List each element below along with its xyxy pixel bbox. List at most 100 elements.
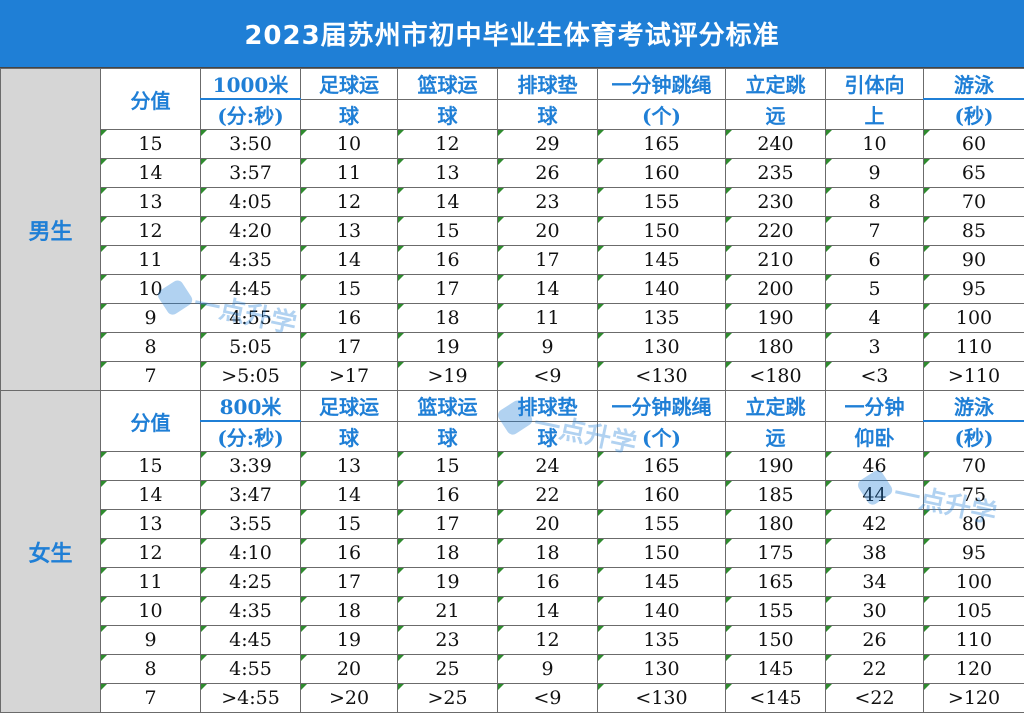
table-cell: 42 [825,509,924,539]
table-cell: 95 [923,538,1024,568]
table-cell: 175 [725,538,826,568]
table-cell: 155 [725,596,826,626]
male-header-cell: 足球运 [300,68,398,100]
table-row: 9 4:55 16 18 11 135 190 4 100 [1,303,1024,333]
male-header-cell: (秒) [923,98,1024,130]
table-cell: 26 [825,625,924,655]
table-cell: 12 [300,187,398,217]
table-row: 7 >4:55 >20 >25 <9 <130 <145 <22 >120 [1,683,1024,713]
table-cell: >19 [397,361,498,391]
table-cell: <130 [597,683,726,713]
male-header-cell: 球 [397,98,498,130]
table-cell: 220 [725,216,826,246]
table-cell: 14 [300,480,398,510]
female-header-cell: (秒) [923,420,1024,452]
table-cell: 10 [300,129,398,159]
table-cell: 145 [597,245,726,275]
table-cell: 155 [597,509,726,539]
table-cell: 150 [725,625,826,655]
male-header-cell: (个) [597,98,726,130]
table-cell: 6 [825,245,924,275]
table-cell: 75 [923,480,1024,510]
table-cell: 11 [497,303,598,333]
male-header-row: (分:秒) 球球球 (个) 远上 (秒) [1,98,1024,130]
table-cell: 100 [923,567,1024,597]
female-label: 女生 [0,390,101,713]
table-cell: 5 [825,274,924,304]
male-header-cell: (分:秒) [200,98,301,130]
table-cell: >5:05 [200,361,301,391]
table-row: 13 3:55 15 17 20 155 180 42 80 [1,509,1024,539]
table-cell: >110 [923,361,1024,391]
table-cell: 22 [497,480,598,510]
score-table: 男生 分值 1000米 足球运 篮球运 排球垫 一分钟跳绳 立定跳 引体向 游泳 (分:秒) 球球球(… [0,68,1024,713]
table-cell: 23 [497,187,598,217]
table-cell: 210 [725,245,826,275]
table-cell: 130 [597,654,726,684]
table-cell: 4:35 [200,245,301,275]
table-row: 12 4:20 13 15 20 150 220 7 85 [1,216,1024,246]
table-cell: 17 [397,509,498,539]
female-header-cell: 800米 [200,390,301,422]
table-cell: 20 [300,654,398,684]
table-row: 8 4:55 20 25 9 130 145 22 120 [1,654,1024,684]
table-cell: 7 [825,216,924,246]
table-cell: 160 [597,158,726,188]
table-cell: 18 [397,303,498,333]
table-cell: 150 [597,538,726,568]
male-header-cell: 球 [300,98,398,130]
table-cell: <145 [725,683,826,713]
table-cell: 13 [100,187,201,217]
table-cell: 22 [825,654,924,684]
table-cell: 3 [825,332,924,362]
table-cell: 180 [725,332,826,362]
table-cell: 200 [725,274,826,304]
table-cell: 23 [397,625,498,655]
table-cell: 12 [497,625,598,655]
table-cell: 7 [100,683,201,713]
female-header-cell: 足球运 [300,390,398,422]
table-cell: 185 [725,480,826,510]
table-cell: >120 [923,683,1024,713]
table-cell: 16 [397,245,498,275]
table-cell: 16 [300,538,398,568]
table-cell: 11 [100,245,201,275]
male-header-cell: 分值 [100,68,201,130]
table-cell: >4:55 [200,683,301,713]
table-cell: 80 [923,509,1024,539]
table-cell: 65 [923,158,1024,188]
table-cell: 4:55 [200,654,301,684]
table-cell: 10 [100,596,201,626]
table-cell: 110 [923,625,1024,655]
female-header-cell: 一分钟 [825,390,924,422]
table-cell: 13 [100,509,201,539]
table-cell: <180 [725,361,826,391]
male-label: 男生 [0,68,101,391]
table-cell: >25 [397,683,498,713]
table-cell: 3:50 [200,129,301,159]
table-cell: 44 [825,480,924,510]
table-cell: 16 [397,480,498,510]
table-cell: 18 [300,596,398,626]
table-cell: 9 [100,625,201,655]
female-header-cell: 游泳 [923,390,1024,422]
male-header-row: 男生 分值 1000米 足球运 篮球运 排球垫 一分钟跳绳 立定跳 引体向 游泳 [0,68,1024,391]
table-cell: 85 [923,216,1024,246]
table-cell: 4 [825,303,924,333]
table-cell: 10 [100,274,201,304]
table-cell: 190 [725,451,826,481]
table-cell: 4:35 [200,596,301,626]
male-header-cell: 1000米 [200,68,301,100]
table-cell: 12 [100,538,201,568]
female-header-cell: 远 [725,420,826,452]
table-cell: 4:45 [200,625,301,655]
table-cell: 9 [497,332,598,362]
table-cell: 140 [597,274,726,304]
female-header-cell: 球 [497,420,598,452]
table-cell: 19 [397,567,498,597]
table-cell: 240 [725,129,826,159]
table-cell: 8 [100,654,201,684]
table-cell: 17 [397,274,498,304]
female-header-row: 女生 分值 800米 足球运 篮球运 排球垫 一分钟跳绳 立定跳 一分钟 游泳 [0,390,1024,713]
table-cell: 70 [923,187,1024,217]
